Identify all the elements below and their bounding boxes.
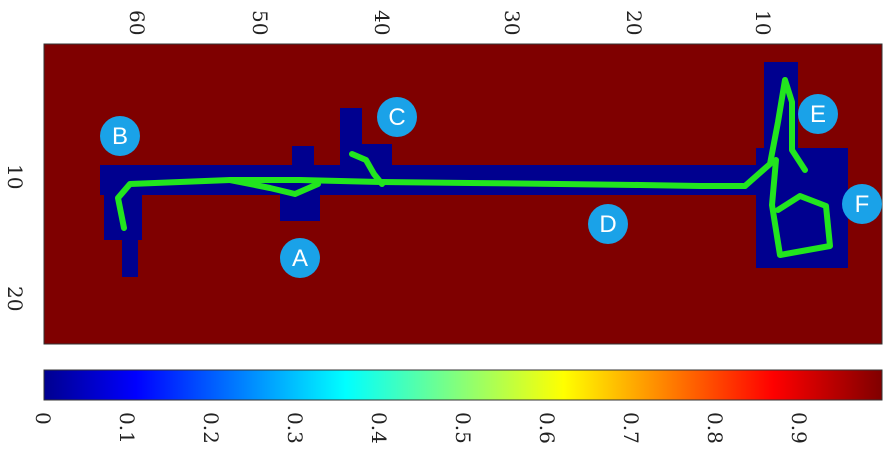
- marker-e-label: E: [810, 101, 826, 128]
- marker-c: C: [377, 97, 417, 137]
- x-tick-label: 20: [622, 10, 646, 35]
- trajectory: [115, 77, 833, 258]
- x-tick-label: 10: [751, 10, 775, 35]
- x-tick-label: 40: [370, 10, 394, 35]
- colorbar-tick-label: 0: [31, 412, 55, 425]
- colorbar-tick-label: 0.4: [367, 412, 391, 444]
- marker-a-label: A: [292, 245, 308, 272]
- location-markers: A B C D E F: [100, 94, 882, 278]
- x-axis-ticks: 60 50 40 30 20 10: [125, 10, 775, 35]
- colorbar-tick-label: 0.2: [199, 412, 223, 444]
- marker-b-label: B: [112, 123, 128, 150]
- trajectory-room-c: [349, 151, 385, 187]
- colorbar-tick-label: 0.7: [619, 412, 643, 444]
- colorbar: 0 0.1 0.2 0.3 0.4 0.5 0.6 0.7 0.8 0.9: [31, 369, 883, 444]
- marker-e-circle: [798, 94, 838, 134]
- free-space-room-c: [340, 108, 362, 170]
- colorbar-tick-label: 0.9: [787, 412, 811, 444]
- marker-a-circle: [280, 238, 320, 278]
- x-tick-label: 50: [248, 10, 272, 35]
- y-tick-label: 10: [3, 164, 27, 189]
- x-tick-label: 30: [500, 10, 524, 35]
- y-axis-ticks: 10 20: [3, 164, 27, 311]
- colorbar-tick-label: 0.5: [451, 412, 475, 444]
- trajectory-room-e: [742, 77, 808, 189]
- y-tick-label: 20: [3, 286, 27, 311]
- colorbar-tick-label: 0.6: [535, 412, 559, 444]
- marker-e: E: [798, 94, 838, 134]
- trajectory-room-a: [227, 177, 321, 197]
- marker-d-label: D: [599, 211, 616, 238]
- colorbar-ticks: 0 0.1 0.2 0.3 0.4 0.5 0.6 0.7 0.8 0.9: [31, 412, 811, 444]
- colorbar-gradient: [43, 369, 883, 401]
- marker-a: A: [280, 238, 320, 278]
- x-tick-label: 60: [125, 10, 149, 35]
- marker-f: F: [842, 184, 882, 224]
- colorbar-tick-label: 0.3: [283, 412, 307, 444]
- colorbar-tick-label: 0.1: [115, 412, 139, 444]
- marker-b: B: [100, 116, 140, 156]
- free-space-room-a-top: [292, 146, 314, 170]
- map-panel: 60 50 40 30 20 10 10 20 A B C: [3, 10, 883, 345]
- trajectory-room-f: [769, 157, 833, 258]
- marker-b-circle: [100, 116, 140, 156]
- marker-f-circle: [842, 184, 882, 224]
- colorbar-tick-label: 0.8: [703, 412, 727, 444]
- marker-f-label: F: [855, 191, 870, 218]
- marker-d-circle: [588, 204, 628, 244]
- marker-d: D: [588, 204, 628, 244]
- marker-c-label: C: [388, 104, 405, 131]
- free-space-left-leg: [122, 225, 138, 277]
- marker-c-circle: [377, 97, 417, 137]
